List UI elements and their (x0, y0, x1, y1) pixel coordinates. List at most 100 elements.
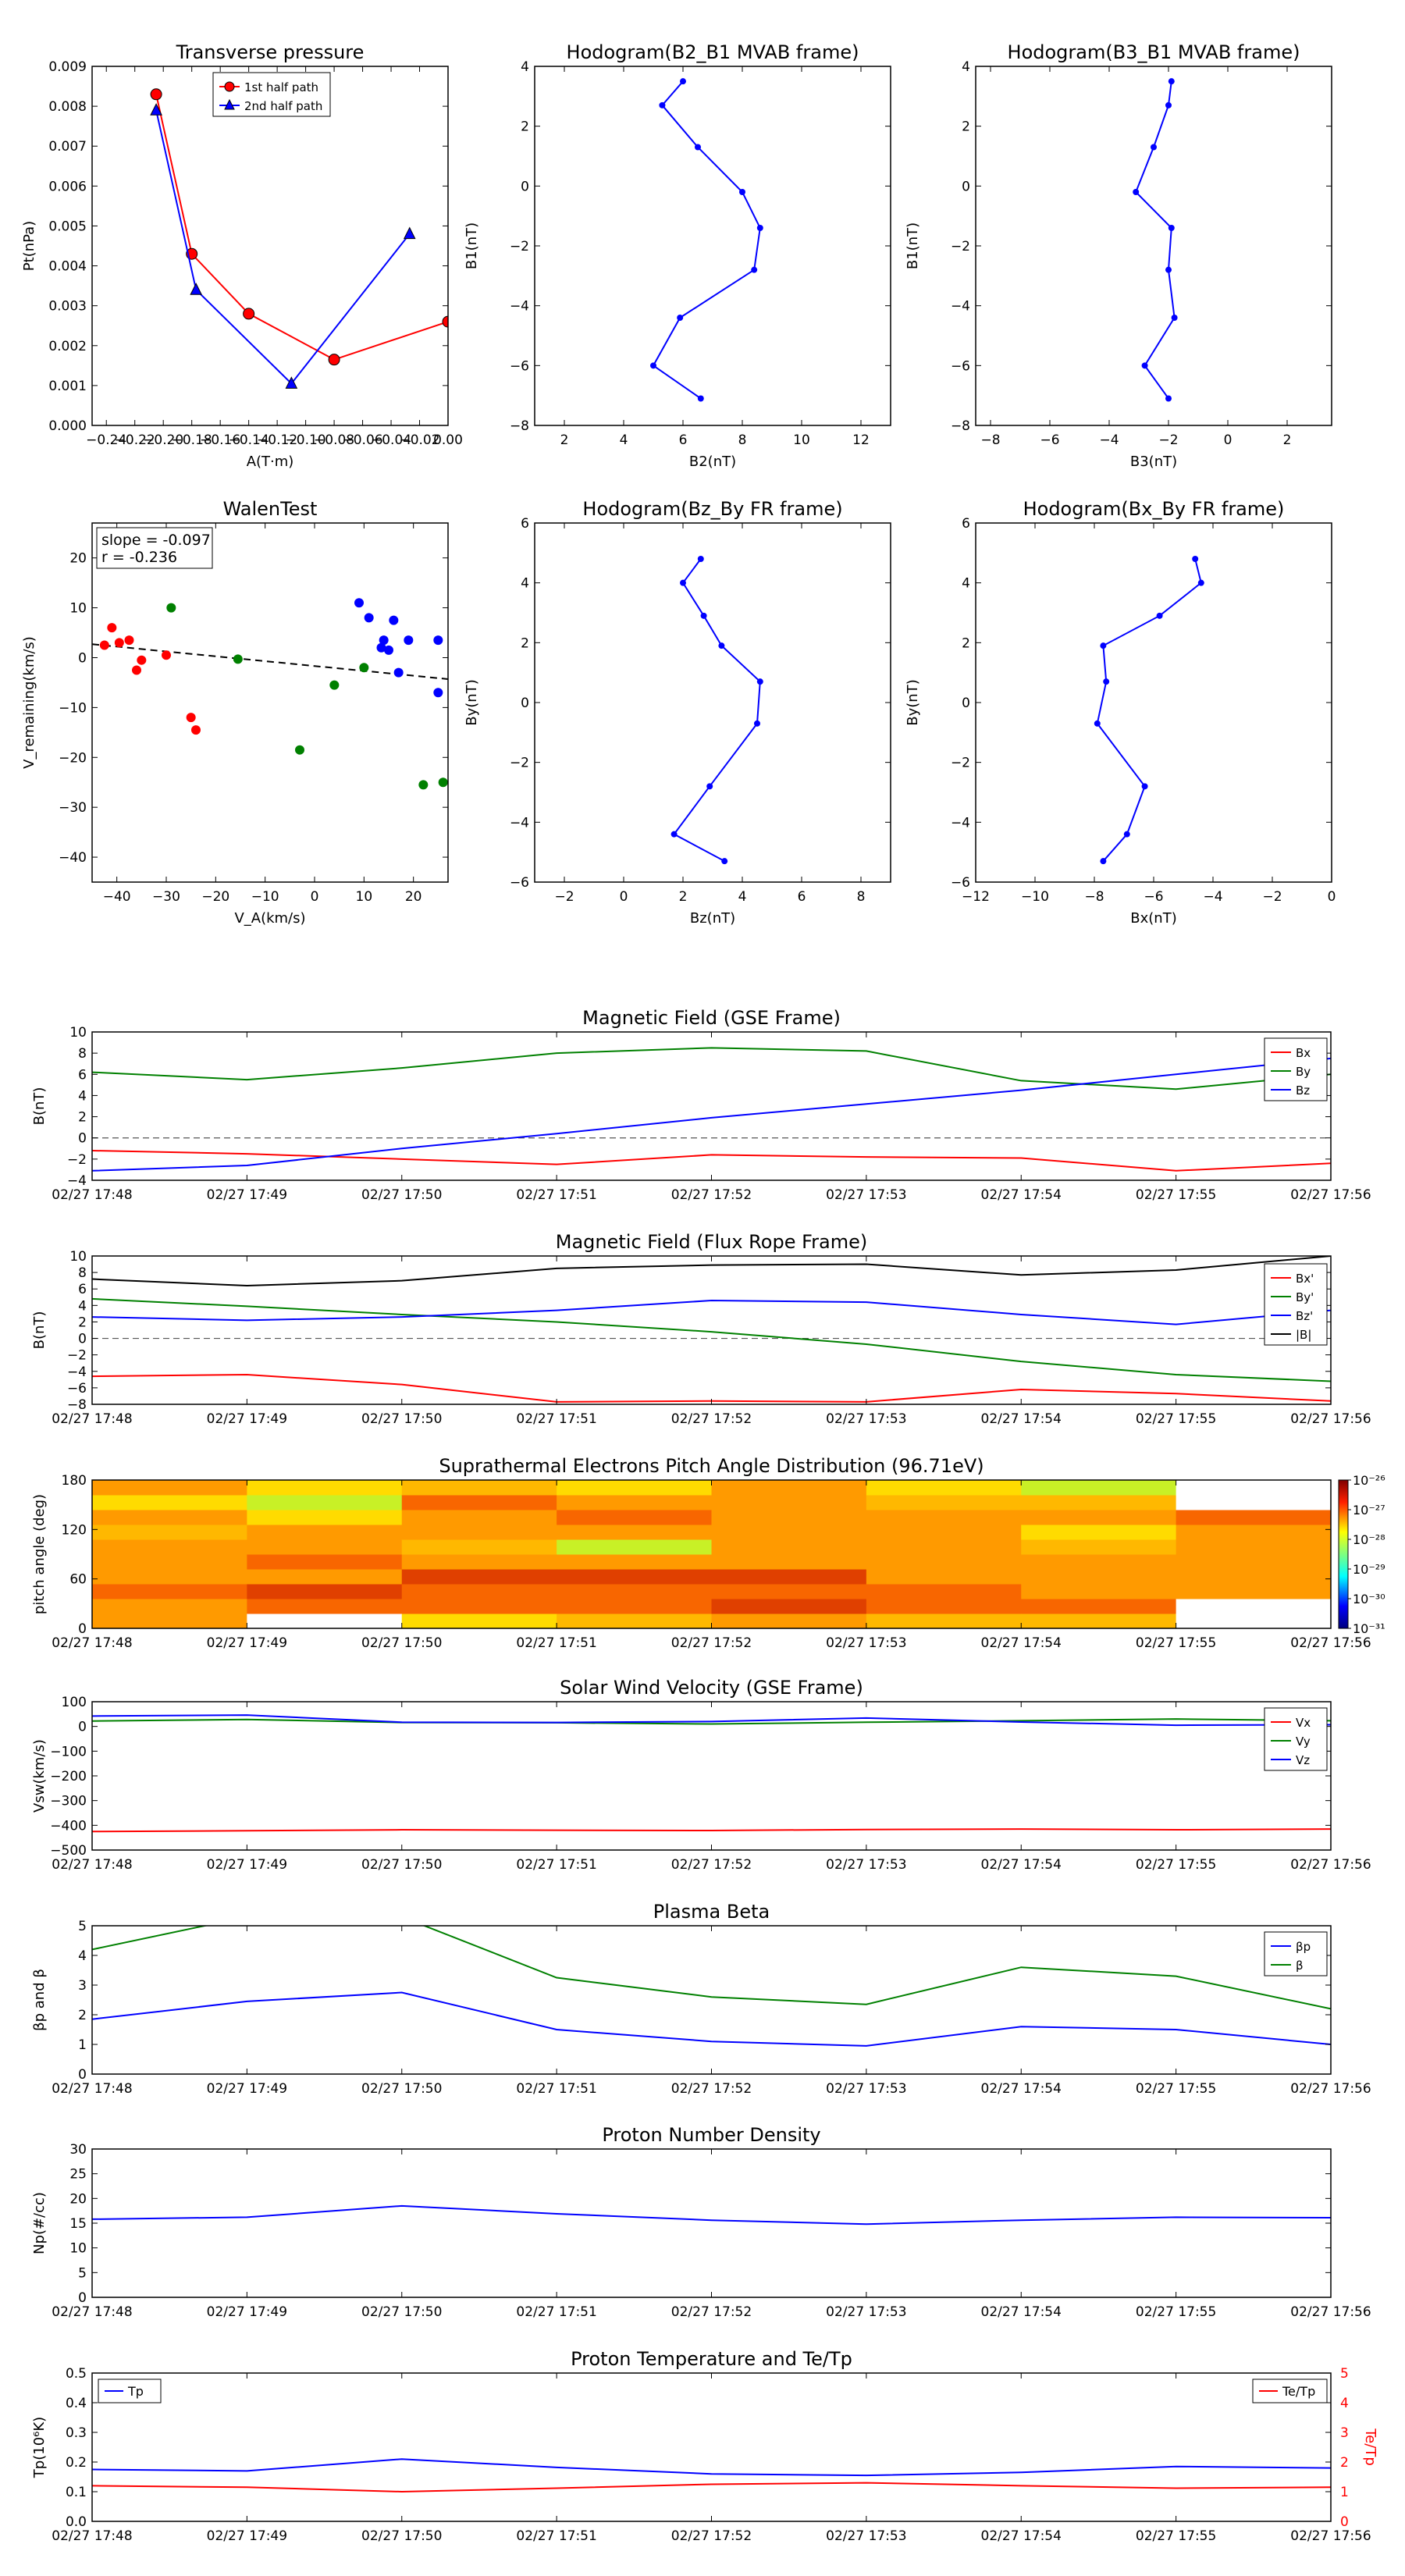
heatmap-cell (401, 1510, 557, 1525)
x-tick-label: 02/27 17:55 (1136, 1635, 1216, 1651)
x-axis-label: B2(nT) (689, 454, 736, 470)
x-tick-label: 02/27 17:48 (52, 1635, 132, 1651)
x-tick-label: −4 (1203, 889, 1222, 905)
x-tick-label: 6 (679, 432, 688, 448)
data-point (650, 362, 656, 369)
y-tick-label: 0 (78, 2067, 87, 2083)
legend-label: Bx (1296, 1046, 1311, 1060)
data-point (190, 283, 202, 295)
y-tick-label: −400 (50, 1818, 87, 1834)
y-tick-label: −4 (510, 299, 529, 315)
heatmap-cell (401, 1495, 557, 1510)
hodogram-b3-b1-chart: Hodogram(B3_B1 MVAB frame) −8 −6 −4 −2 0 2 4 −8 −… (905, 41, 1332, 470)
y-tick-label: −4 (951, 299, 970, 315)
data-point (243, 308, 255, 320)
x-tick-label: 0 (1328, 889, 1336, 905)
heatmap-cell (247, 1569, 403, 1585)
y-tick-label: −10 (59, 700, 87, 716)
heatmap-cell (401, 1584, 557, 1599)
heatmap-cell (92, 1510, 247, 1525)
y-tick-label: 0.0 (66, 2514, 87, 2530)
y-tick-label: 0 (78, 1621, 87, 1637)
data-point (1165, 395, 1172, 402)
y-tick-label: 4 (521, 576, 529, 592)
data-point (754, 720, 760, 727)
heatmap-cell (401, 1539, 557, 1555)
legend-label: β (1296, 1959, 1304, 1973)
data-point (677, 315, 684, 321)
y-tick-label: 180 (62, 1473, 87, 1489)
y-axis-label: Np(#/cc) (31, 2192, 48, 2254)
x-tick-label: 02/27 17:54 (981, 2304, 1062, 2320)
y-tick-label: −8 (951, 418, 970, 434)
scatter-point (295, 745, 304, 755)
plot-area (92, 598, 448, 790)
plot-area (92, 1926, 1331, 2047)
y-tick-label: −8 (510, 418, 529, 434)
pitch-angle-chart: Suprathermal Electrons Pitch Angle Distr… (31, 1455, 1385, 1651)
y2-tick-label: 1 (1340, 2485, 1349, 2500)
series-line-0 (1096, 558, 1202, 862)
data-point (756, 225, 763, 231)
y-tick-label: 0 (521, 179, 529, 194)
y-tick-label: 6 (78, 1067, 87, 1083)
plot-frame (91, 1255, 1332, 1405)
heatmap-cell (866, 1569, 1022, 1585)
scatter-point (186, 713, 196, 723)
scatter-point (379, 635, 389, 646)
x-tick-label: 02/27 17:51 (516, 1187, 596, 1203)
x-tick-label: 02/27 17:52 (671, 2528, 752, 2544)
legend-marker (224, 98, 235, 110)
heatmap-cell (866, 1510, 1022, 1525)
x-tick-label: 02/27 17:56 (1290, 1635, 1371, 1651)
y-tick-label: 15 (69, 2216, 87, 2232)
y-axis-label: V_remaining(km/s) (21, 636, 37, 769)
series-line-Vz (92, 1714, 1331, 1727)
heatmap-cell (557, 1510, 712, 1525)
heatmap-cell (401, 1554, 557, 1570)
plot-area (92, 2204, 1331, 2226)
data-point (1151, 144, 1157, 151)
x-tick-label: −0.24 (86, 432, 126, 448)
hodogram-bz-by-chart: Hodogram(Bz_By FR frame) −6 −4 −2 0 2 4 6 −2 0 2 4 6… (464, 498, 891, 927)
y-tick-label: 2 (521, 119, 529, 135)
y-tick-label: 10 (69, 2241, 87, 2257)
annotation-text: slope = -0.097 (101, 532, 211, 549)
plot-area (670, 556, 763, 865)
heatmap-cell (1176, 1510, 1332, 1525)
plot-frame (975, 522, 1332, 883)
x-tick-label: 0 (1224, 432, 1232, 448)
plot-area (92, 2458, 1331, 2493)
x-tick-label: 02/27 17:51 (516, 1635, 596, 1651)
y-tick-label: −2 (951, 756, 970, 771)
y-tick-label: 60 (69, 1572, 87, 1588)
scatter-point (124, 635, 134, 646)
scatter-point (114, 638, 124, 648)
heatmap-cell (1021, 1510, 1177, 1525)
walen-test-chart: WalenTest −40 −30 −20 −10 0 10 20 −40 −30 −20 −10 0 1… (21, 498, 449, 927)
x-tick-label: −0.02 (399, 432, 439, 448)
legend-label: Vx (1296, 1716, 1311, 1730)
plot-frame (91, 66, 449, 426)
y-tick-label: −200 (50, 1769, 87, 1784)
heatmap-cell (866, 1495, 1022, 1510)
x-tick-label: −6 (1144, 889, 1163, 905)
x-tick-label: 02/27 17:51 (516, 1857, 596, 1873)
y-tick-label: −6 (951, 875, 970, 891)
series-line-βp (92, 1991, 1331, 2047)
y-tick-label: 4 (962, 59, 970, 75)
y-tick-label: 2 (521, 635, 529, 651)
legend-label: Te/Tp (1282, 2384, 1315, 2399)
plot-area (1094, 556, 1204, 865)
data-point (1141, 783, 1148, 790)
data-point (150, 88, 162, 101)
x-axis-label: B3(nT) (1130, 454, 1177, 470)
heatmap-cell (711, 1480, 867, 1496)
heatmap-cell (92, 1539, 247, 1555)
heatmap-cell (1176, 1480, 1332, 1496)
plot-frame (534, 66, 891, 426)
y-axis-label: pitch angle (deg) (31, 1494, 48, 1614)
x-tick-label: 02/27 17:55 (1136, 1857, 1216, 1873)
y-tick-label: 0 (962, 179, 970, 194)
x-tick-label: 10 (356, 889, 373, 905)
